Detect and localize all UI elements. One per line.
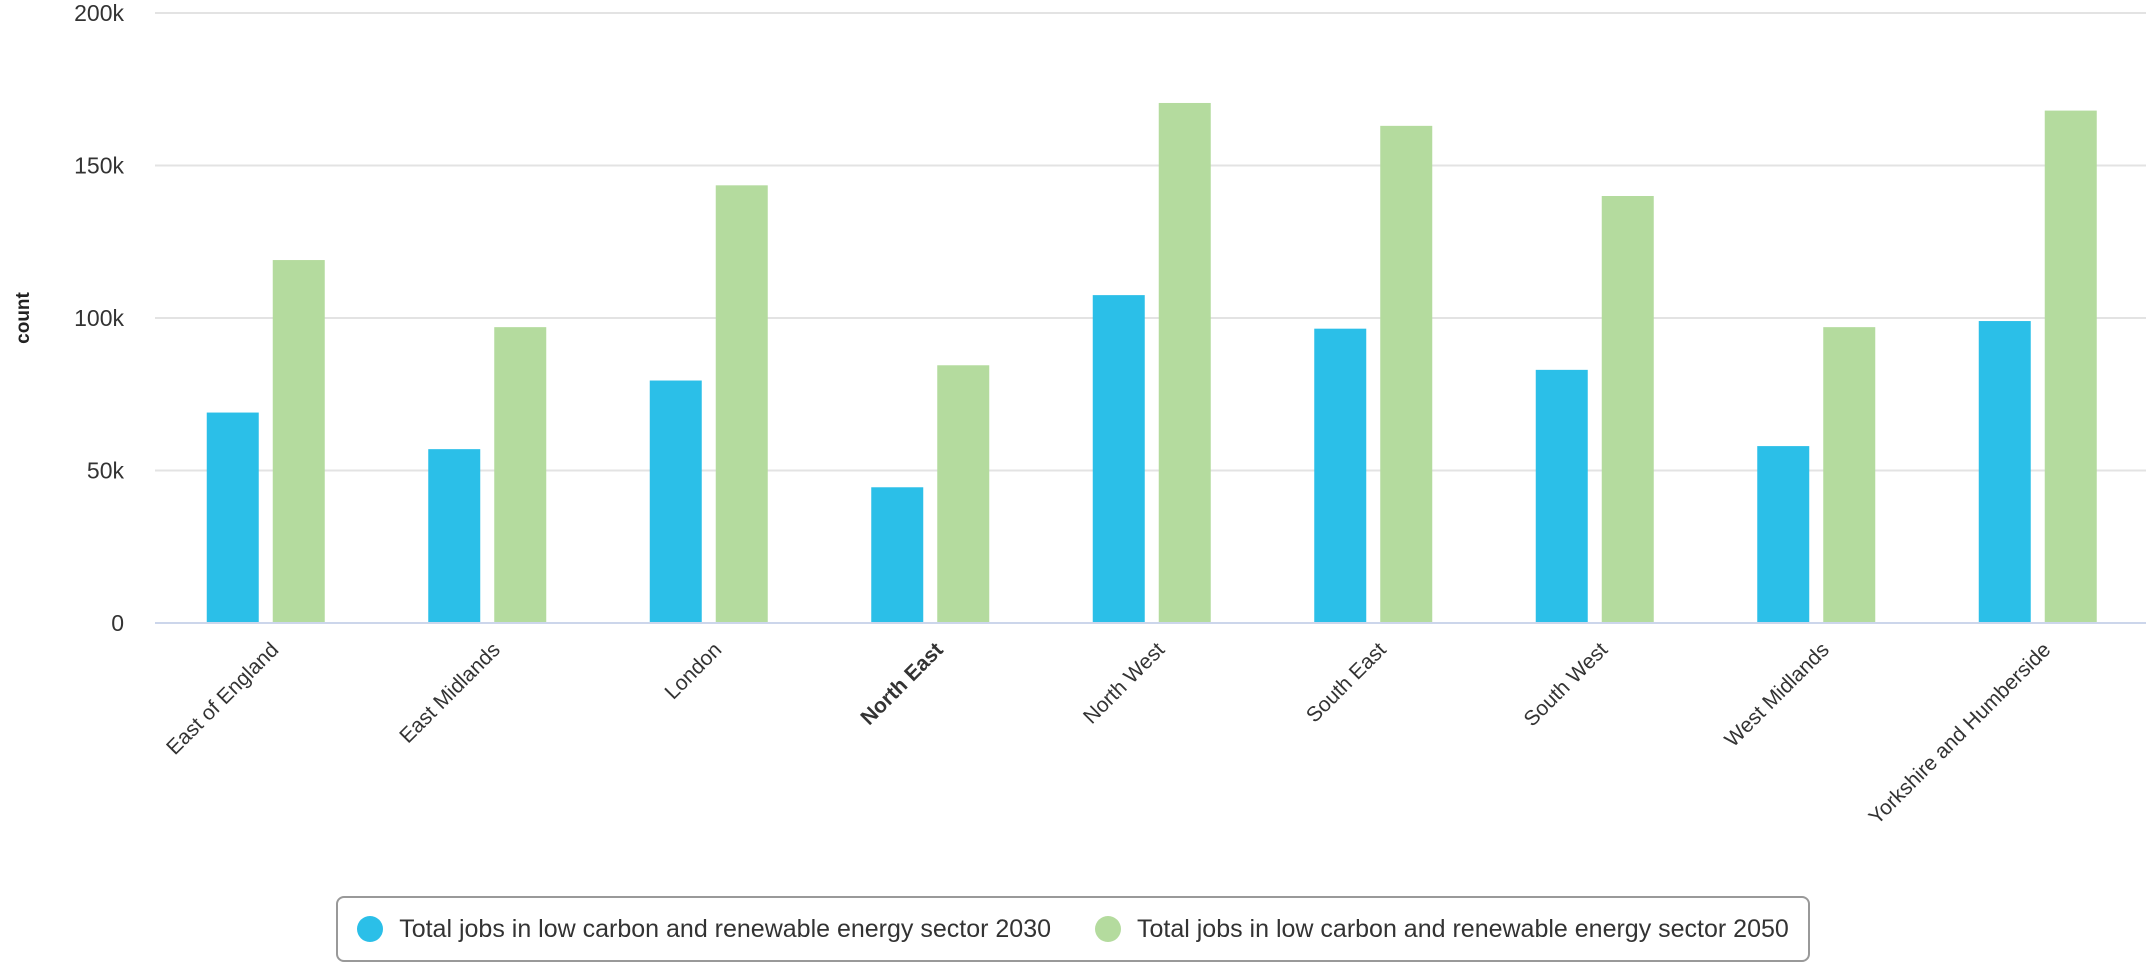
bar[interactable] xyxy=(428,449,481,623)
x-tick-label: London xyxy=(660,638,726,704)
bar[interactable] xyxy=(715,185,768,623)
bar[interactable] xyxy=(1380,125,1433,623)
legend-label-2030: Total jobs in low carbon and renewable e… xyxy=(399,914,1051,943)
legend: Total jobs in low carbon and renewable e… xyxy=(336,896,1810,962)
grid-lines xyxy=(155,12,2146,472)
bar[interactable] xyxy=(937,365,990,623)
x-tick-label: East Midlands xyxy=(395,638,505,748)
bar[interactable] xyxy=(1757,446,1810,623)
x-tick-label: South West xyxy=(1520,638,1613,731)
bar[interactable] xyxy=(1535,369,1588,623)
y-axis-ticks: 0 50k 100k 150k 200k xyxy=(74,0,124,636)
legend-marker-2050 xyxy=(1095,916,1121,942)
bar[interactable] xyxy=(1092,295,1145,623)
x-tick-label: North East xyxy=(856,638,947,729)
x-tick-label: Yorkshire and Humberside xyxy=(1865,638,2056,829)
y-tick-label: 0 xyxy=(111,610,124,636)
legend-marker-2030 xyxy=(357,916,384,942)
bar[interactable] xyxy=(1601,196,1654,623)
bar[interactable] xyxy=(1314,328,1367,623)
bars xyxy=(206,102,2097,624)
x-tick-label: South East xyxy=(1302,638,1391,727)
legend-label-2050: Total jobs in low carbon and renewable e… xyxy=(1137,914,1789,943)
x-tick-label: East of England xyxy=(162,638,283,759)
bar[interactable] xyxy=(1978,321,2031,623)
y-axis-title: count xyxy=(13,291,34,343)
y-tick-label: 150k xyxy=(74,153,124,179)
bar[interactable] xyxy=(1158,102,1211,624)
x-axis-labels: East of England East Midlands London North … xyxy=(162,638,2055,829)
legend-item-2050[interactable]: Total jobs in low carbon and renewable e… xyxy=(1095,915,1789,944)
bar[interactable] xyxy=(206,412,259,623)
y-tick-label: 100k xyxy=(74,305,124,331)
y-tick-label: 50k xyxy=(87,458,125,484)
x-tick-label: West Midlands xyxy=(1720,638,1833,751)
bar-chart: 0 50k 100k 150k 200k East of England East Mid… xyxy=(13,0,2146,829)
y-tick-label: 200k xyxy=(74,0,124,26)
bar[interactable] xyxy=(272,260,325,623)
bar[interactable] xyxy=(2044,110,2097,624)
legend-item-2030[interactable]: Total jobs in low carbon and renewable e… xyxy=(357,915,1051,944)
bar[interactable] xyxy=(649,380,702,623)
x-tick-label: North West xyxy=(1079,638,1169,728)
bar[interactable] xyxy=(1823,327,1876,623)
bar[interactable] xyxy=(871,487,924,623)
bar[interactable] xyxy=(494,327,547,623)
